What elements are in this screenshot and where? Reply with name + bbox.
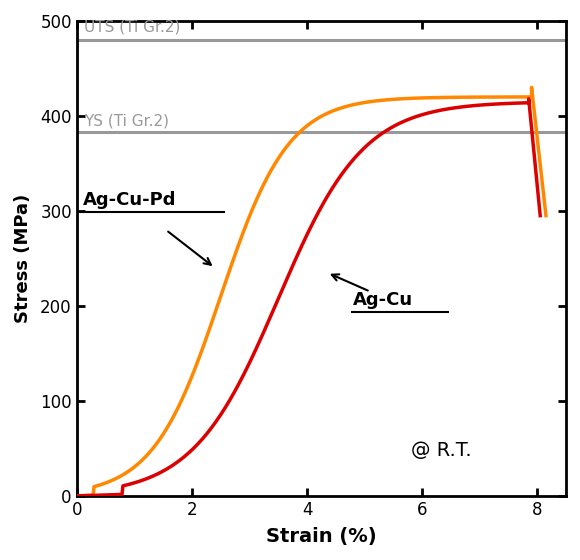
Text: Ag-Cu: Ag-Cu: [353, 291, 413, 309]
Text: UTS (Ti Gr.2): UTS (Ti Gr.2): [84, 19, 180, 34]
Text: Ag-Cu-Pd: Ag-Cu-Pd: [82, 191, 176, 209]
Text: YS (Ti Gr.2): YS (Ti Gr.2): [84, 113, 169, 128]
Y-axis label: Stress (MPa): Stress (MPa): [14, 194, 32, 323]
Text: @ R.T.: @ R.T.: [411, 441, 472, 460]
X-axis label: Strain (%): Strain (%): [266, 527, 377, 546]
